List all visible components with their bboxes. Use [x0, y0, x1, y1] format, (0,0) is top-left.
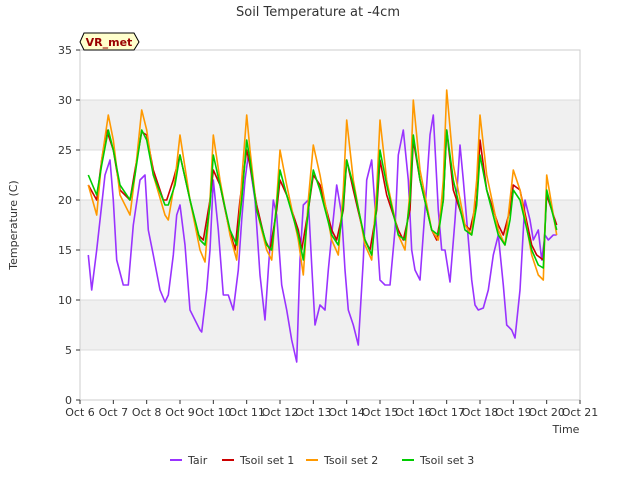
- y-tick-label: 30: [58, 94, 72, 107]
- y-tick-label: 15: [58, 244, 72, 257]
- y-axis-ticks: 0 5 10 15 20 25 30 35: [58, 44, 80, 407]
- chart-title: Soil Temperature at -4cm: [236, 5, 400, 20]
- x-tick-label: Oct 15: [362, 406, 399, 419]
- plot-band: [80, 350, 580, 400]
- station-badge: VR_met: [79, 32, 140, 51]
- series-layer: [87, 89, 558, 363]
- station-badge-box: [79, 32, 140, 51]
- plot-band: [80, 300, 580, 350]
- plot-area: [79, 49, 581, 401]
- y-tick-label: 0: [65, 394, 72, 407]
- y-tick-label: 10: [58, 294, 72, 307]
- x-tick-label: Oct 10: [195, 406, 232, 419]
- plot-band: [80, 100, 580, 150]
- x-tick-label: Oct 13: [295, 406, 332, 419]
- x-tick-label: Oct 18: [462, 406, 499, 419]
- y-tick-label: 25: [58, 144, 72, 157]
- x-axis-label: Time: [552, 423, 580, 436]
- legend-label: Tsoil set 3: [419, 454, 474, 467]
- y-tick-label: 5: [65, 344, 72, 357]
- x-tick-label: Oct 12: [262, 406, 299, 419]
- x-tick-label: Oct 6: [65, 406, 95, 419]
- x-tick-label: Oct 20: [528, 406, 565, 419]
- x-tick-label: Oct 19: [495, 406, 532, 419]
- series-line-tair: [87, 114, 557, 363]
- y-tick-label: 35: [58, 44, 72, 57]
- x-tick-label: Oct 8: [132, 406, 162, 419]
- x-tick-label: Oct 21: [562, 406, 599, 419]
- x-tick-label: Oct 14: [328, 406, 365, 419]
- plot-band: [80, 150, 580, 200]
- x-tick-label: Oct 11: [228, 406, 265, 419]
- series-line-tsoil-set-2: [87, 89, 558, 281]
- plot-band: [80, 50, 580, 100]
- y-tick-label: 20: [58, 194, 72, 207]
- legend-label: Tair: [187, 454, 208, 467]
- legend-label: Tsoil set 1: [239, 454, 294, 467]
- x-tick-label: Oct 7: [99, 406, 129, 419]
- x-tick-label: Oct 9: [165, 406, 195, 419]
- legend-label: Tsoil set 2: [323, 454, 378, 467]
- y-axis-label: Temperature (C): [7, 180, 20, 270]
- plot-background-bands: [80, 50, 580, 400]
- series-line-tsoil-set-3: [87, 129, 558, 269]
- station-badge-label: VR_met: [86, 36, 133, 49]
- legend: Tair Tsoil set 1 Tsoil set 2 Tsoil set 3: [170, 454, 474, 467]
- x-tick-label: Oct 16: [395, 406, 432, 419]
- x-tick-label: Oct 17: [428, 406, 465, 419]
